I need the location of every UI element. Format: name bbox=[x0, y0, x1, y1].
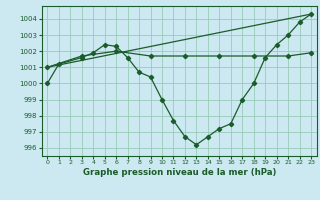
X-axis label: Graphe pression niveau de la mer (hPa): Graphe pression niveau de la mer (hPa) bbox=[83, 168, 276, 177]
